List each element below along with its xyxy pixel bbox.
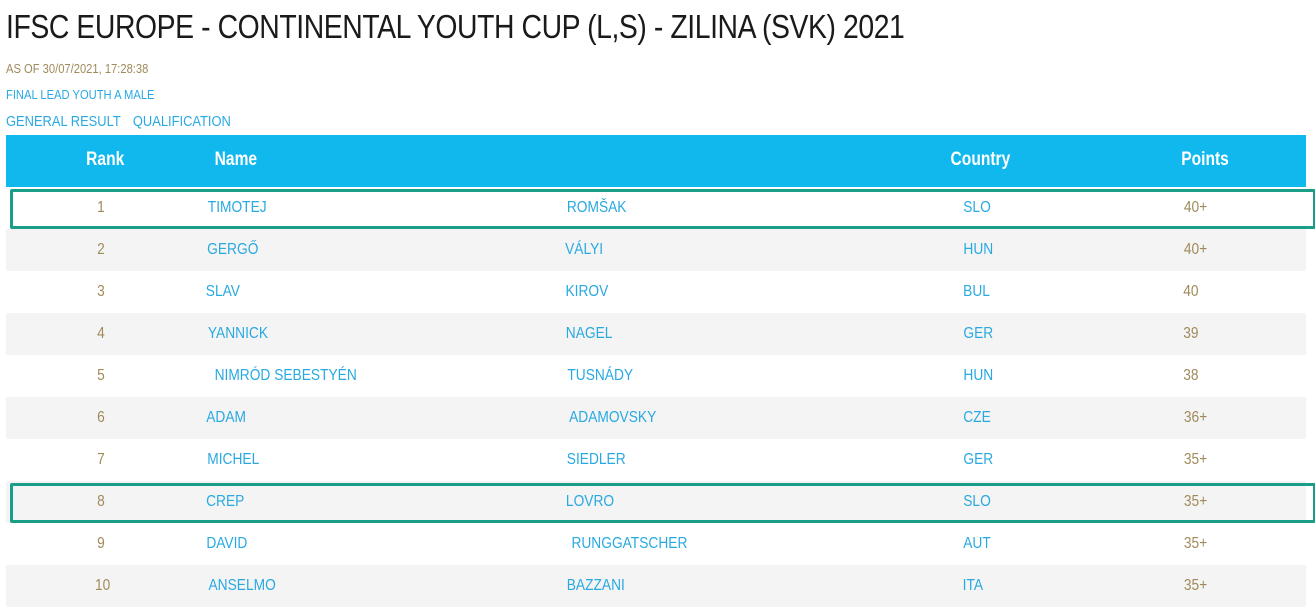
- timestamp: AS OF 30/07/2021, 17:28:38: [6, 61, 149, 76]
- rank-cell: 3: [97, 283, 105, 300]
- table-body: 1 TIMOTEJ ROMŠAK SLO 40+ 2 GERGŐ VÁLYI HUN 40+ 3 SL…: [6, 187, 1315, 607]
- country-cell: SLO: [963, 199, 991, 216]
- column-header-points[interactable]: Points: [1181, 149, 1229, 170]
- results-table: Rank Name Country Points 1 TIMOTEJ ROMŠAK S…: [6, 135, 1315, 607]
- last-name-cell[interactable]: RUNGGATSCHER: [571, 535, 688, 552]
- last-name-cell[interactable]: LOVRO: [565, 493, 615, 510]
- first-name-cell[interactable]: CREP: [206, 493, 245, 510]
- points-cell: 35+: [1183, 577, 1208, 594]
- points-cell: 36+: [1183, 409, 1208, 426]
- points-cell: 40+: [1183, 241, 1208, 258]
- qualification-link[interactable]: QUALIFICATION: [132, 113, 231, 130]
- table-row[interactable]: 5 NIMRÓD SEBESTYÉN TUSNÁDY HUN 38: [6, 355, 1306, 397]
- last-name-cell[interactable]: BAZZANI: [566, 577, 625, 594]
- first-name-cell[interactable]: NIMRÓD SEBESTYÉN: [214, 367, 357, 384]
- table-row[interactable]: 7 MICHEL SIEDLER GER 35+: [6, 439, 1306, 481]
- table-row[interactable]: 8 CREP LOVRO SLO 35+: [6, 481, 1315, 523]
- table-row[interactable]: 2 GERGŐ VÁLYI HUN 40+: [6, 229, 1306, 271]
- last-name-cell[interactable]: ADAMOVSKY: [569, 409, 657, 426]
- rank-cell: 5: [97, 367, 105, 384]
- general-result-link[interactable]: GENERAL RESULT: [6, 113, 121, 130]
- result-links: GENERAL RESULT QUALIFICATION: [6, 113, 239, 130]
- points-cell: 35+: [1183, 451, 1208, 468]
- page-title: IFSC EUROPE - CONTINENTAL YOUTH CUP (L,S…: [6, 8, 905, 45]
- points-cell: 38: [1183, 367, 1199, 384]
- rank-cell: 6: [97, 409, 105, 426]
- rank-cell: 4: [97, 325, 105, 342]
- first-name-cell[interactable]: ADAM: [206, 409, 246, 426]
- first-name-cell[interactable]: GERGŐ: [207, 241, 259, 258]
- table-row[interactable]: 10 ANSELMO BAZZANI ITA 35+: [6, 565, 1306, 607]
- rank-cell: 10: [94, 577, 111, 594]
- table-row[interactable]: 3 SLAV KIROV BUL 40: [6, 271, 1306, 313]
- first-name-cell[interactable]: YANNICK: [207, 325, 269, 342]
- country-cell: HUN: [963, 367, 994, 384]
- last-name-cell[interactable]: KIROV: [565, 283, 609, 300]
- table-row[interactable]: 9 DAVID RUNGGATSCHER AUT 35+: [6, 523, 1306, 565]
- points-cell: 39: [1183, 325, 1199, 342]
- last-name-cell[interactable]: ROMŠAK: [566, 199, 627, 216]
- rank-cell: 9: [97, 535, 105, 552]
- points-cell: 40+: [1183, 199, 1208, 216]
- table-header: Rank Name Country Points: [6, 135, 1306, 187]
- first-name-cell[interactable]: ANSELMO: [208, 577, 276, 594]
- country-cell: BUL: [963, 283, 990, 300]
- first-name-cell[interactable]: TIMOTEJ: [207, 199, 267, 216]
- rank-cell: 2: [97, 241, 105, 258]
- last-name-cell[interactable]: NAGEL: [565, 325, 613, 342]
- points-cell: 35+: [1183, 493, 1208, 510]
- country-cell: HUN: [963, 241, 994, 258]
- column-header-name[interactable]: Name: [214, 149, 258, 170]
- last-name-cell[interactable]: SIEDLER: [566, 451, 626, 468]
- country-cell: SLO: [963, 493, 991, 510]
- table-row[interactable]: 6 ADAM ADAMOVSKY CZE 36+: [6, 397, 1306, 439]
- first-name-cell[interactable]: MICHEL: [207, 451, 260, 468]
- last-name-cell[interactable]: TUSNÁDY: [567, 367, 634, 384]
- table-row[interactable]: 4 YANNICK NAGEL GER 39: [6, 313, 1306, 355]
- country-cell: CZE: [963, 409, 991, 426]
- last-name-cell[interactable]: VÁLYI: [565, 241, 604, 258]
- points-cell: 35+: [1183, 535, 1208, 552]
- points-cell: 40: [1183, 283, 1199, 300]
- column-header-rank[interactable]: Rank: [86, 149, 125, 170]
- country-cell: GER: [963, 325, 994, 342]
- table-row[interactable]: 1 TIMOTEJ ROMŠAK SLO 40+: [6, 187, 1315, 229]
- event-category[interactable]: FINAL LEAD YOUTH A MALE: [6, 87, 155, 102]
- rank-cell: 8: [97, 493, 105, 510]
- first-name-cell[interactable]: DAVID: [206, 535, 248, 552]
- country-cell: ITA: [962, 577, 984, 594]
- rank-cell: 7: [97, 451, 105, 468]
- country-cell: GER: [963, 451, 994, 468]
- first-name-cell[interactable]: SLAV: [205, 283, 240, 300]
- rank-cell: 1: [97, 199, 105, 216]
- column-header-country[interactable]: Country: [950, 149, 1011, 170]
- country-cell: AUT: [963, 535, 991, 552]
